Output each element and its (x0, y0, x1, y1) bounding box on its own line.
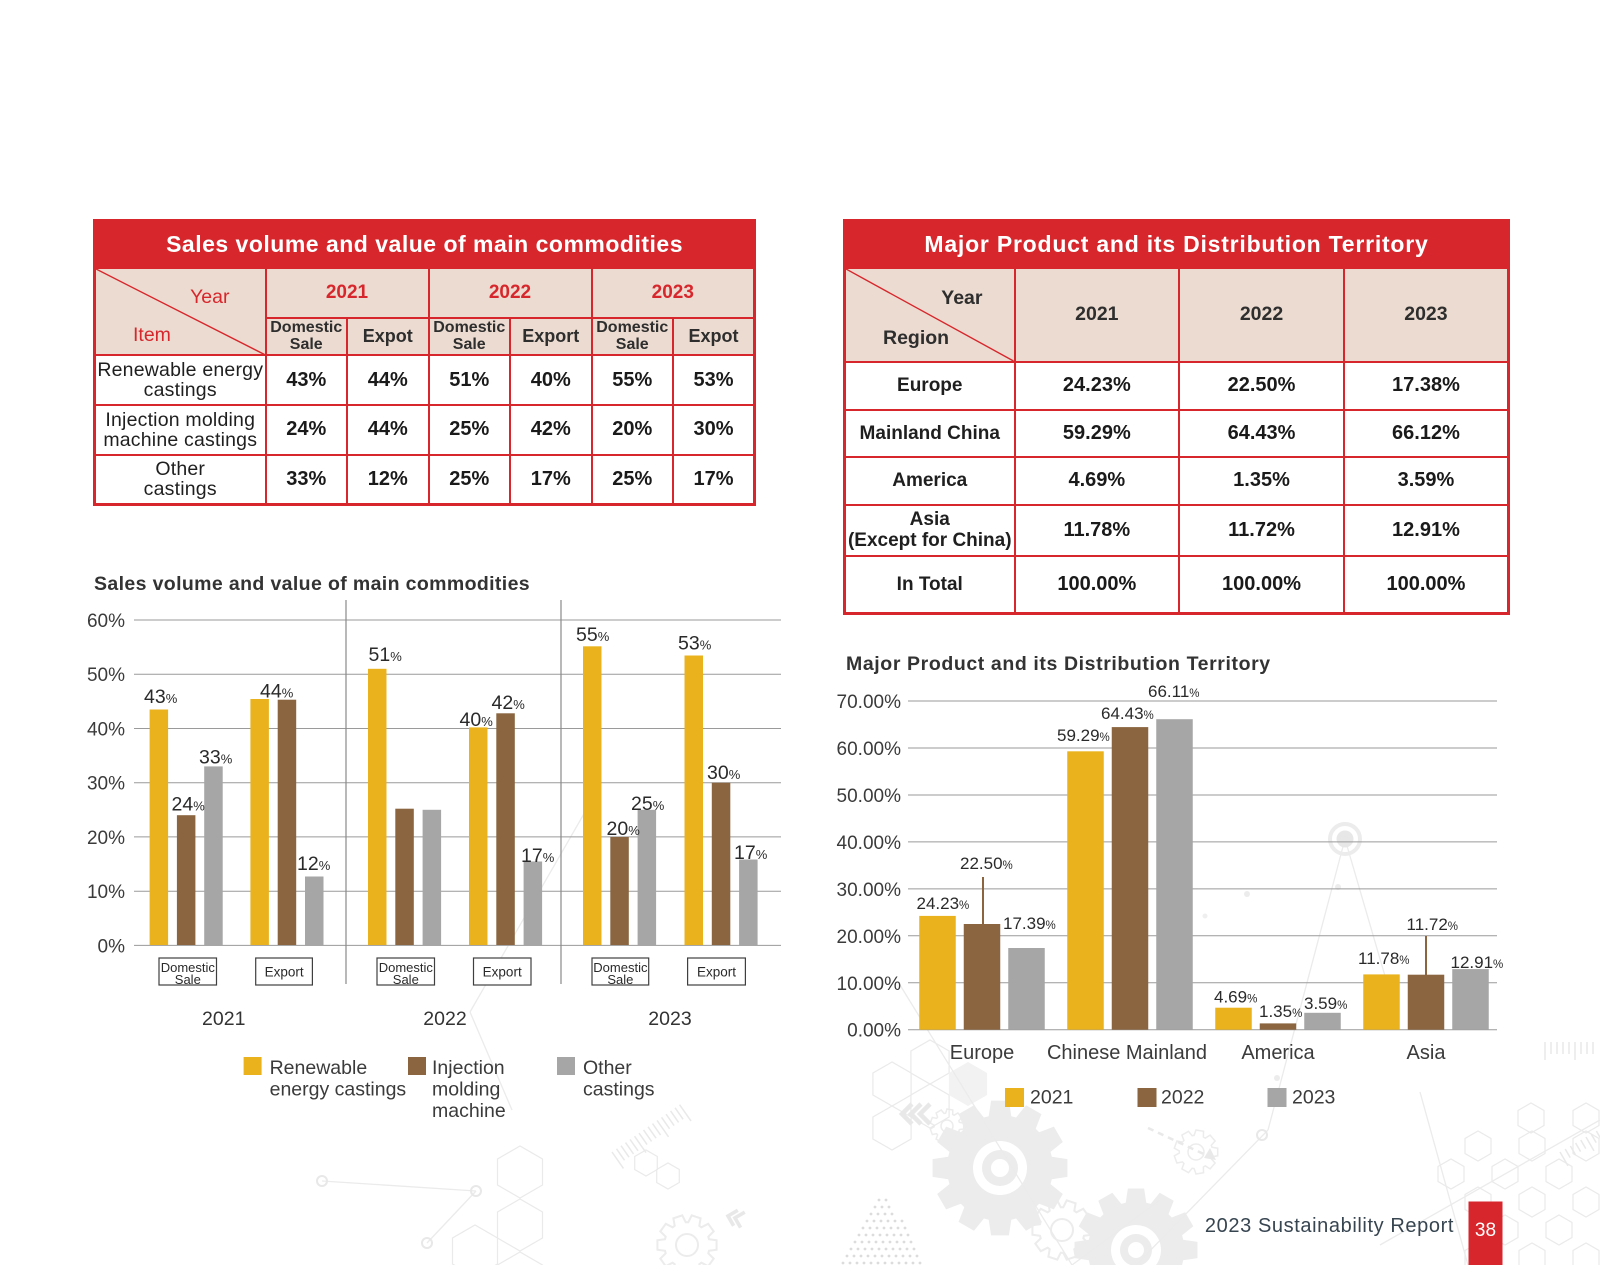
svg-text:Export: Export (265, 965, 304, 980)
svg-text:3.59%: 3.59% (1304, 994, 1347, 1013)
svg-text:10.00%: 10.00% (837, 974, 902, 995)
svg-text:24%: 24% (172, 794, 206, 816)
svg-text:30%: 30% (707, 762, 741, 784)
svg-text:Sales volume and value of main: Sales volume and value of main commoditi… (94, 573, 530, 595)
svg-text:12.91%: 12.91% (1451, 953, 1504, 972)
svg-text:Sale: Sale (607, 972, 633, 987)
svg-text:molding: molding (432, 1078, 500, 1100)
svg-text:machine: machine (432, 1100, 506, 1122)
svg-text:Domestic: Domestic (379, 960, 434, 975)
svg-text:Export: Export (483, 965, 522, 980)
svg-text:castings: castings (583, 1078, 655, 1100)
svg-text:Asia: Asia (1407, 1042, 1447, 1064)
svg-text:64.43%: 64.43% (1101, 704, 1154, 723)
svg-text:66.11%: 66.11% (1148, 682, 1200, 701)
svg-text:44%: 44% (260, 681, 294, 703)
svg-text:25%: 25% (631, 793, 665, 815)
svg-text:20%: 20% (87, 828, 125, 849)
svg-text:2023 Sustainability Report: 2023 Sustainability Report (1205, 1215, 1454, 1237)
svg-text:12%: 12% (297, 853, 331, 875)
svg-text:11.78%: 11.78% (1358, 949, 1410, 968)
svg-text:17.39%: 17.39% (1003, 914, 1056, 933)
svg-text:2023: 2023 (1292, 1087, 1335, 1109)
svg-text:50%: 50% (87, 665, 125, 686)
svg-text:0.00%: 0.00% (847, 1021, 901, 1042)
svg-text:40%: 40% (460, 709, 494, 731)
svg-text:60%: 60% (87, 611, 125, 632)
svg-text:Chinese Mainland: Chinese Mainland (1047, 1042, 1207, 1064)
svg-text:17%: 17% (734, 842, 768, 864)
svg-text:energy castings: energy castings (270, 1078, 407, 1100)
svg-text:20.00%: 20.00% (837, 927, 902, 948)
svg-text:38: 38 (1475, 1220, 1496, 1241)
svg-text:40%: 40% (87, 720, 125, 741)
svg-text:2021: 2021 (202, 1008, 245, 1030)
svg-text:America: America (1241, 1042, 1315, 1064)
svg-text:20%: 20% (607, 818, 641, 840)
svg-text:24.23%: 24.23% (917, 894, 970, 913)
svg-text:Injection: Injection (432, 1057, 505, 1079)
svg-text:17%: 17% (521, 845, 555, 867)
svg-text:Sale: Sale (175, 972, 201, 987)
svg-text:2022: 2022 (1161, 1087, 1204, 1109)
svg-text:Renewable: Renewable (270, 1057, 368, 1079)
svg-text:51%: 51% (369, 644, 403, 666)
svg-text:2023: 2023 (648, 1008, 691, 1030)
svg-text:Other: Other (583, 1057, 632, 1079)
svg-text:2022: 2022 (423, 1008, 466, 1030)
svg-text:42%: 42% (492, 692, 526, 714)
svg-text:1.35%: 1.35% (1259, 1002, 1302, 1021)
svg-text:60.00%: 60.00% (837, 739, 902, 760)
svg-text:59.29%: 59.29% (1057, 726, 1110, 745)
svg-text:Export: Export (697, 965, 736, 980)
svg-text:Europe: Europe (950, 1042, 1015, 1064)
svg-text:43%: 43% (144, 686, 178, 708)
svg-text:50.00%: 50.00% (837, 786, 902, 807)
svg-text:Domestic: Domestic (161, 960, 216, 975)
svg-text:Domestic: Domestic (593, 960, 648, 975)
svg-text:22.50%: 22.50% (960, 854, 1013, 873)
svg-text:55%: 55% (576, 624, 610, 646)
svg-text:0%: 0% (98, 936, 126, 957)
svg-text:10%: 10% (87, 882, 125, 903)
svg-text:53%: 53% (678, 633, 712, 655)
svg-text:30%: 30% (87, 774, 125, 795)
svg-text:Major Product and its Distribu: Major Product and its Distribution Terri… (846, 653, 1271, 675)
svg-text:2021: 2021 (1030, 1087, 1073, 1109)
svg-text:40.00%: 40.00% (837, 833, 902, 854)
svg-text:Sale: Sale (393, 972, 419, 987)
svg-text:4.69%: 4.69% (1214, 988, 1257, 1007)
svg-text:30.00%: 30.00% (837, 880, 902, 901)
svg-text:11.72%: 11.72% (1407, 915, 1459, 934)
svg-text:33%: 33% (199, 747, 233, 769)
svg-text:70.00%: 70.00% (837, 692, 902, 713)
